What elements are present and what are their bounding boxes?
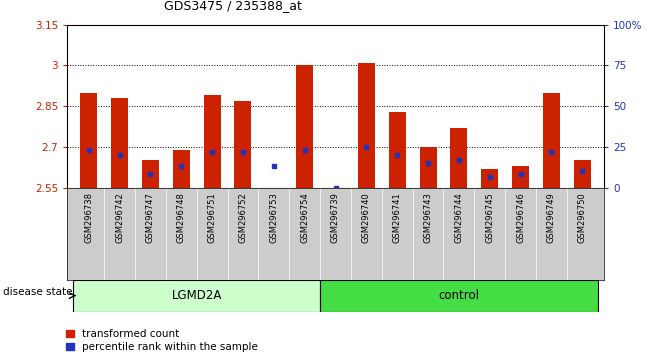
Bar	[111, 98, 128, 188]
Text: GSM296747: GSM296747	[146, 192, 155, 243]
Text: GSM296739: GSM296739	[331, 192, 340, 243]
Bar	[172, 150, 190, 188]
Text: GSM296746: GSM296746	[516, 192, 525, 243]
Bar	[543, 93, 560, 188]
Text: GSM296753: GSM296753	[269, 192, 278, 243]
Text: disease state: disease state	[3, 287, 73, 297]
Text: GSM296752: GSM296752	[238, 192, 248, 243]
Text: GSM296750: GSM296750	[578, 192, 587, 243]
Text: GDS3475 / 235388_at: GDS3475 / 235388_at	[164, 0, 301, 12]
Legend: transformed count, percentile rank within the sample: transformed count, percentile rank withi…	[66, 329, 258, 352]
Text: GSM296749: GSM296749	[547, 192, 556, 243]
Bar	[419, 147, 437, 188]
Text: GSM296754: GSM296754	[300, 192, 309, 243]
Text: GSM296740: GSM296740	[362, 192, 371, 243]
Text: GSM296748: GSM296748	[176, 192, 186, 243]
Text: GSM296741: GSM296741	[393, 192, 402, 243]
Bar	[73, 280, 320, 312]
Text: GSM296742: GSM296742	[115, 192, 124, 243]
Text: GSM296738: GSM296738	[84, 192, 93, 243]
Bar	[512, 166, 529, 188]
Bar	[574, 160, 590, 188]
Text: GSM296751: GSM296751	[207, 192, 217, 243]
Bar	[450, 128, 468, 188]
Bar	[358, 63, 375, 188]
Text: LGMD2A: LGMD2A	[172, 289, 222, 302]
Bar	[81, 93, 97, 188]
Bar	[320, 280, 598, 312]
Bar	[142, 160, 159, 188]
Bar	[234, 101, 252, 188]
Text: GSM296744: GSM296744	[454, 192, 464, 243]
Text: control: control	[438, 289, 479, 302]
Bar	[203, 95, 221, 188]
Bar	[389, 112, 406, 188]
Text: GSM296745: GSM296745	[485, 192, 495, 243]
Text: GSM296743: GSM296743	[423, 192, 433, 243]
Bar	[296, 65, 313, 188]
Bar	[481, 169, 499, 188]
